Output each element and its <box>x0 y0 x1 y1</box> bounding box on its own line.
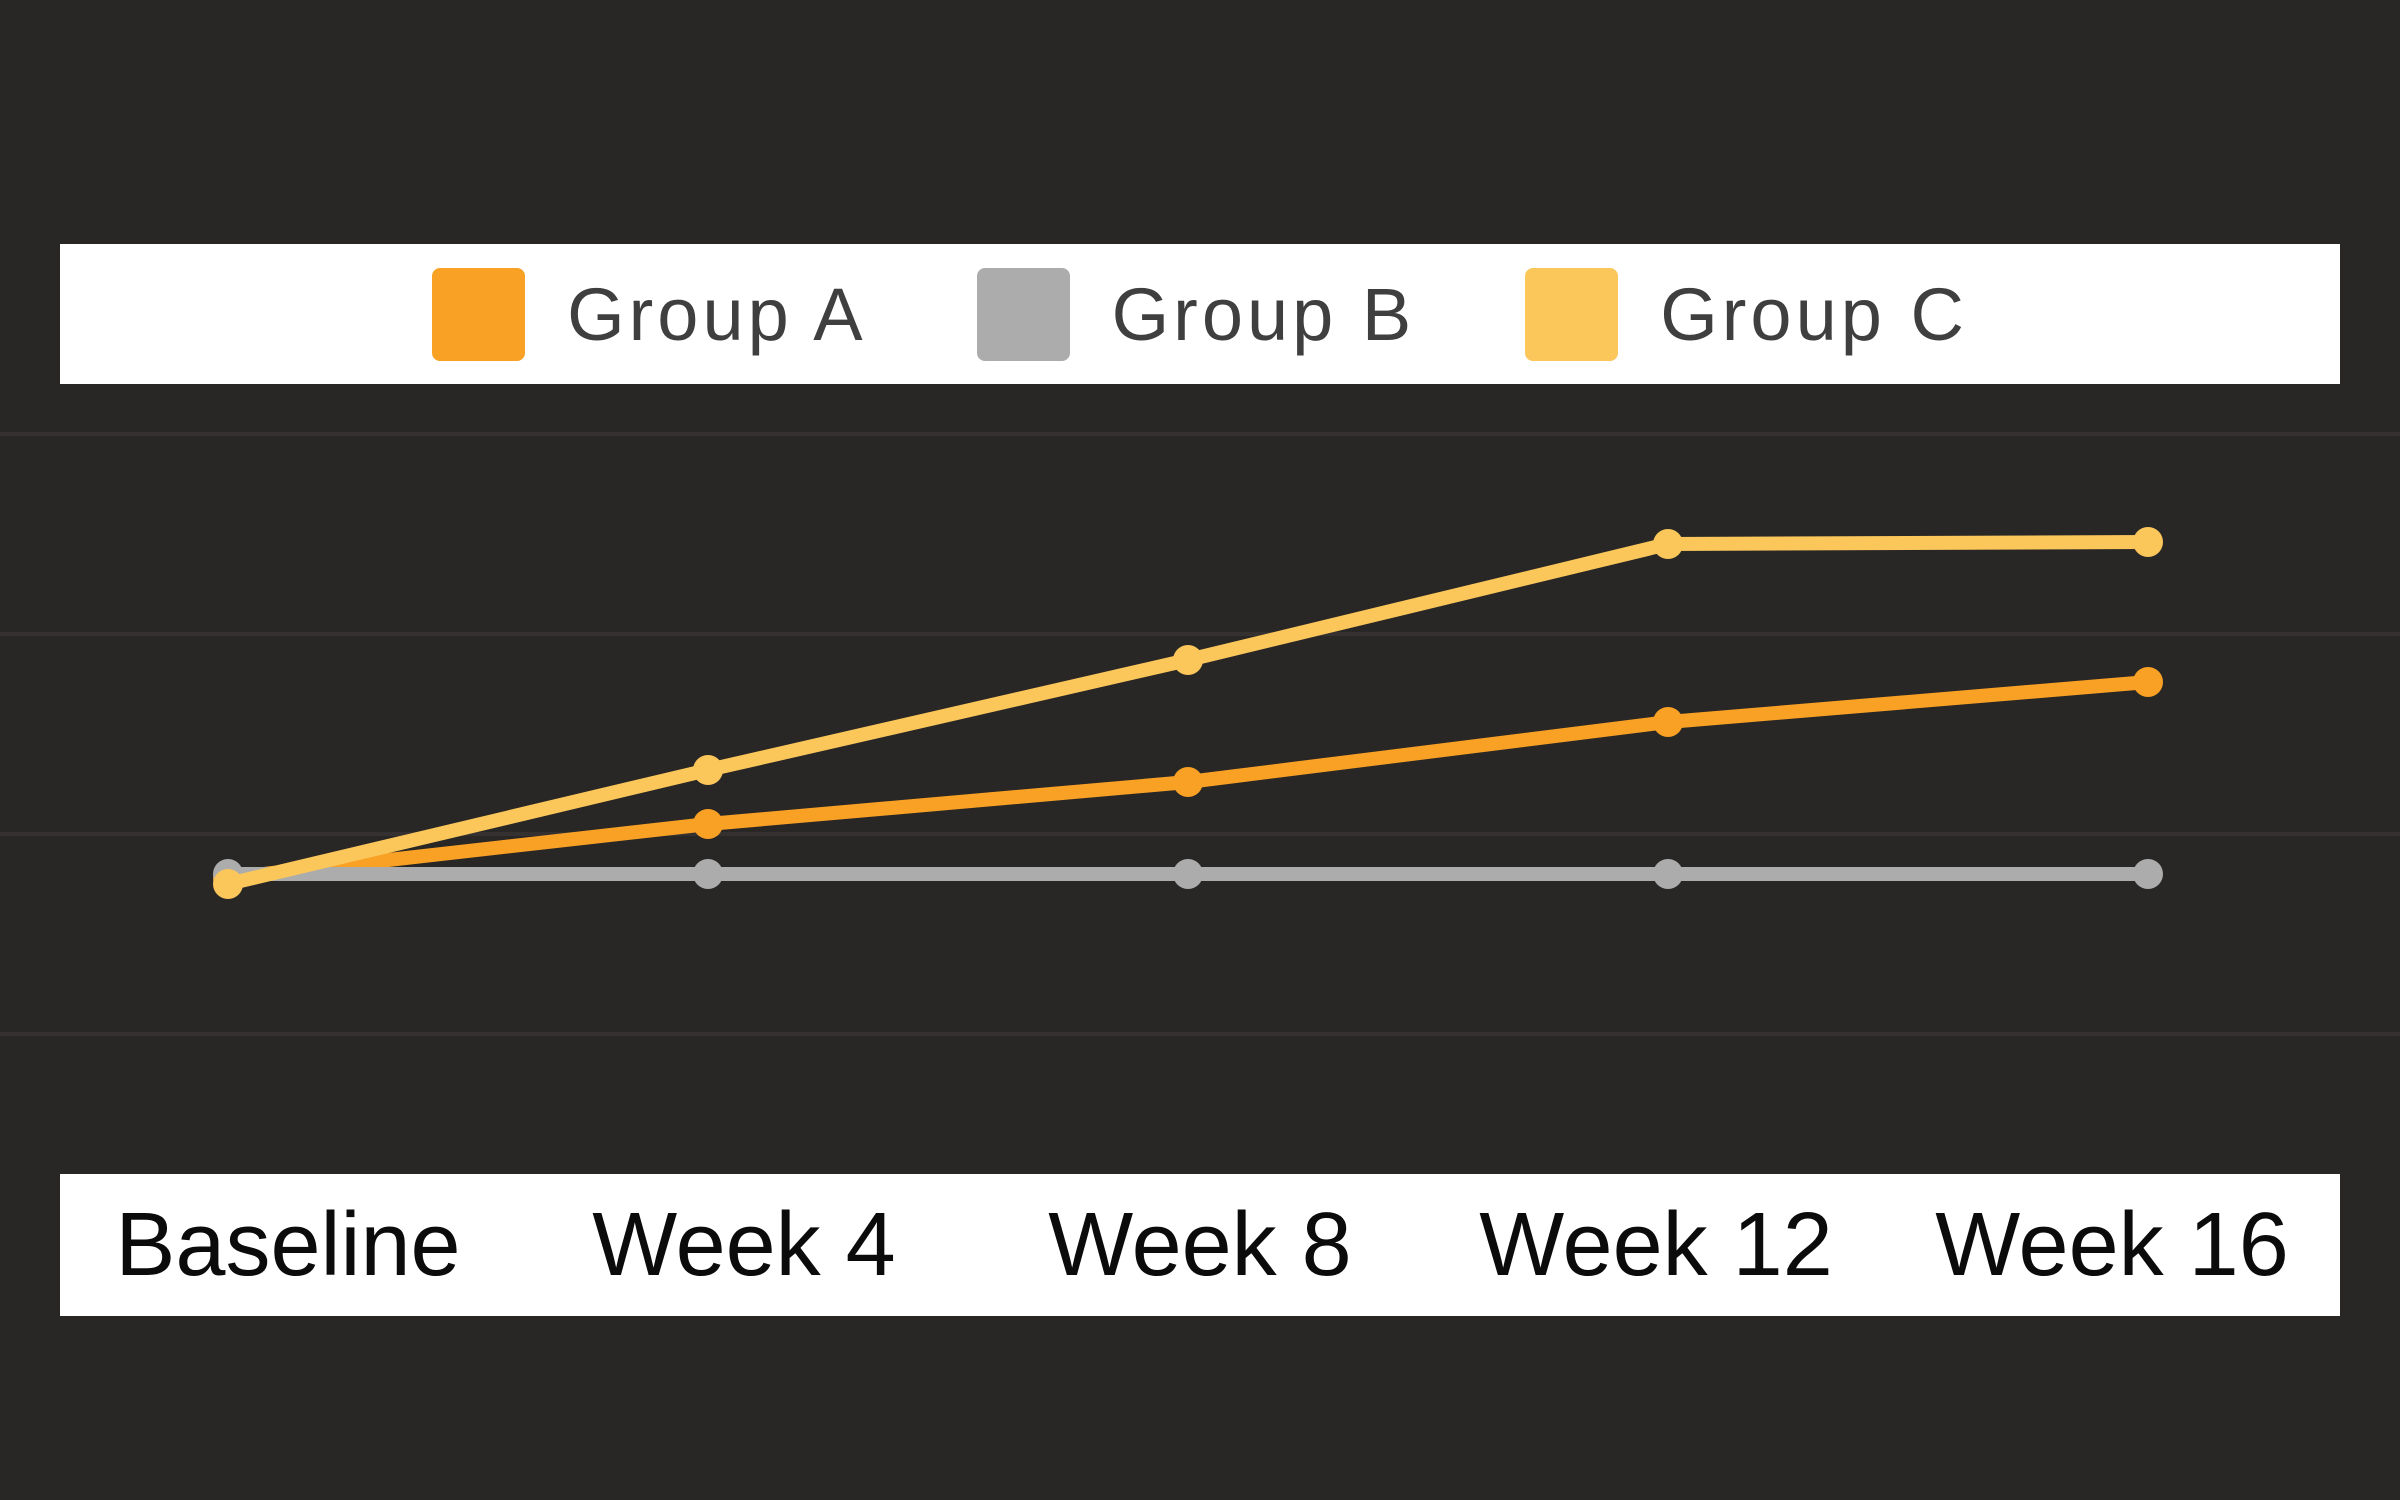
x-axis: Baseline Week 4 Week 8 Week 12 Week 16 <box>60 1174 2340 1316</box>
series-lines <box>213 527 2163 899</box>
legend-label-group-c: Group C <box>1660 272 1968 356</box>
legend-label-group-a: Group A <box>567 272 867 356</box>
legend-item-group-c: Group C <box>1525 267 1968 361</box>
legend-label-group-b: Group B <box>1111 272 1416 356</box>
x-axis-label-week-12: Week 12 <box>1479 1194 1833 1295</box>
legend-swatch-group-c-icon <box>1525 267 1619 361</box>
gridlines <box>0 432 2400 1036</box>
legend-swatch-group-a-icon <box>432 267 526 361</box>
legend-item-group-a: Group A <box>432 267 867 361</box>
x-axis-label-baseline: Baseline <box>115 1194 461 1295</box>
x-axis-label-week-16: Week 16 <box>1935 1194 2289 1295</box>
legend-swatch-group-b-icon <box>976 267 1070 361</box>
x-axis-label-week-8: Week 8 <box>1048 1194 1352 1295</box>
legend-item-group-b: Group B <box>976 267 1416 361</box>
legend: Group A Group B Group C <box>60 244 2340 384</box>
x-axis-label-week-4: Week 4 <box>592 1194 896 1295</box>
